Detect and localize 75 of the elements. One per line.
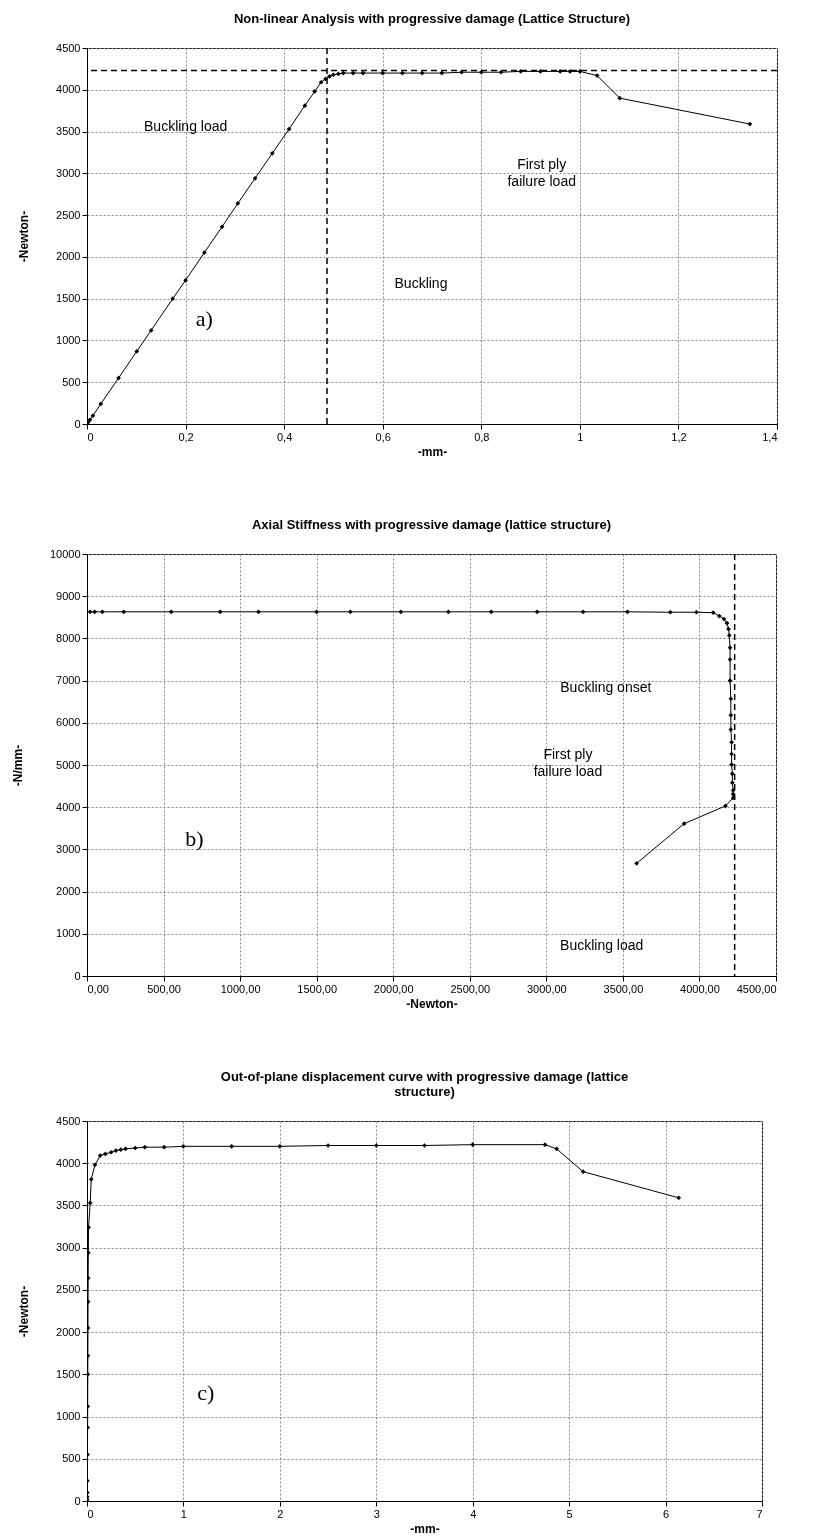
y-tick-label: 5000 (56, 758, 81, 771)
x-tick-label: 1500,00 (297, 982, 338, 995)
y-tick-label: 1500 (56, 1367, 81, 1380)
y-tick-label: 10000 (49, 547, 81, 560)
x-tick-label: 1 (180, 1507, 187, 1520)
y-tick-label: 3000 (56, 166, 81, 179)
y-tick-label: 4500 (56, 41, 81, 54)
annotation: Buckling load (560, 937, 644, 954)
y-tick-label: 1500 (56, 292, 81, 305)
y-tick-label: 3000 (56, 842, 81, 855)
x-tick-label: 4000,00 (680, 982, 720, 995)
x-axis-title: -Newton- (406, 996, 458, 1011)
annotation: Buckling onset (560, 678, 652, 695)
x-tick-label: 5 (566, 1507, 573, 1520)
y-tick-label: 2000 (56, 1325, 81, 1338)
y-tick-label: 1000 (56, 927, 81, 940)
y-tick-label: 2000 (56, 885, 81, 898)
annotation: First ply failure load (533, 745, 603, 779)
x-tick-label: 2000,00 (373, 982, 414, 995)
annotation: Buckling load (144, 117, 228, 134)
y-tick-label: 4000 (56, 1156, 81, 1169)
chart-title: Non-linear Analysis with progressive damage (Lattice Structure) (233, 11, 631, 26)
y-tick-label: 2500 (56, 208, 81, 221)
x-tick-label: 1 (577, 430, 584, 443)
y-axis-title: -Newton- (17, 1285, 32, 1338)
y-tick-label: 4500 (56, 1114, 81, 1127)
x-axis-title: -mm- (417, 444, 448, 459)
y-tick-label: 8000 (56, 631, 81, 644)
y-tick-label: 500 (62, 1452, 81, 1465)
y-tick-label: 0 (74, 969, 81, 982)
x-tick-label: 7 (756, 1507, 763, 1520)
y-tick-label: 1000 (56, 1410, 81, 1423)
x-tick-label: 4 (470, 1507, 477, 1520)
annotation: c) (197, 1380, 215, 1406)
annotation: b) (185, 825, 204, 851)
x-tick-label: 1000,00 (220, 982, 261, 995)
y-tick-label: 9000 (56, 589, 81, 602)
y-tick-label: 2000 (56, 250, 81, 263)
y-axis-title: -Newton- (17, 210, 32, 263)
x-tick-label: 2500,00 (450, 982, 491, 995)
x-tick-label: 500,00 (147, 982, 181, 995)
y-tick-label: 500 (62, 375, 81, 388)
y-axis-title: -N/mm- (10, 744, 25, 787)
x-tick-label: 0,4 (276, 430, 293, 443)
x-tick-label: 0,00 (87, 982, 109, 995)
y-tick-label: 7000 (56, 674, 81, 687)
x-tick-label: 3 (373, 1507, 380, 1520)
chart-title: Axial Stiffness with progressive damage (lattice structure) (251, 517, 612, 532)
x-axis-title: -mm- (410, 1521, 440, 1536)
x-tick-label: 1,2 (671, 430, 687, 443)
annotation: First ply failure load (507, 155, 576, 189)
x-tick-label: 6 (663, 1507, 670, 1520)
x-tick-label: 0 (87, 430, 94, 443)
y-tick-label: 3000 (56, 1241, 81, 1254)
x-tick-label: 0,8 (474, 430, 490, 443)
x-tick-label: 2 (277, 1507, 284, 1520)
y-tick-label: 6000 (56, 716, 81, 729)
annotation: Buckling (394, 275, 448, 292)
y-tick-label: 0 (74, 417, 81, 430)
y-tick-label: 3500 (56, 125, 81, 138)
y-tick-label: 1000 (56, 333, 81, 346)
x-tick-label: 4500,00 (736, 982, 777, 995)
chart-title: Out-of-plane displacement curve with progressive damage (lattice structure) (220, 1069, 629, 1099)
y-tick-label: 3500 (56, 1198, 81, 1211)
x-tick-label: 0 (87, 1507, 94, 1520)
x-tick-label: 0,6 (375, 430, 391, 443)
y-tick-label: 4000 (56, 83, 81, 96)
x-tick-label: 1,4 (762, 430, 778, 443)
y-tick-label: 2500 (56, 1283, 81, 1296)
y-tick-label: 4000 (56, 800, 81, 813)
x-tick-label: 3500,00 (603, 982, 644, 995)
x-tick-label: 3000,00 (526, 982, 567, 995)
annotation: a) (195, 305, 213, 331)
x-tick-label: 0,2 (178, 430, 194, 443)
y-tick-label: 0 (74, 1494, 81, 1507)
